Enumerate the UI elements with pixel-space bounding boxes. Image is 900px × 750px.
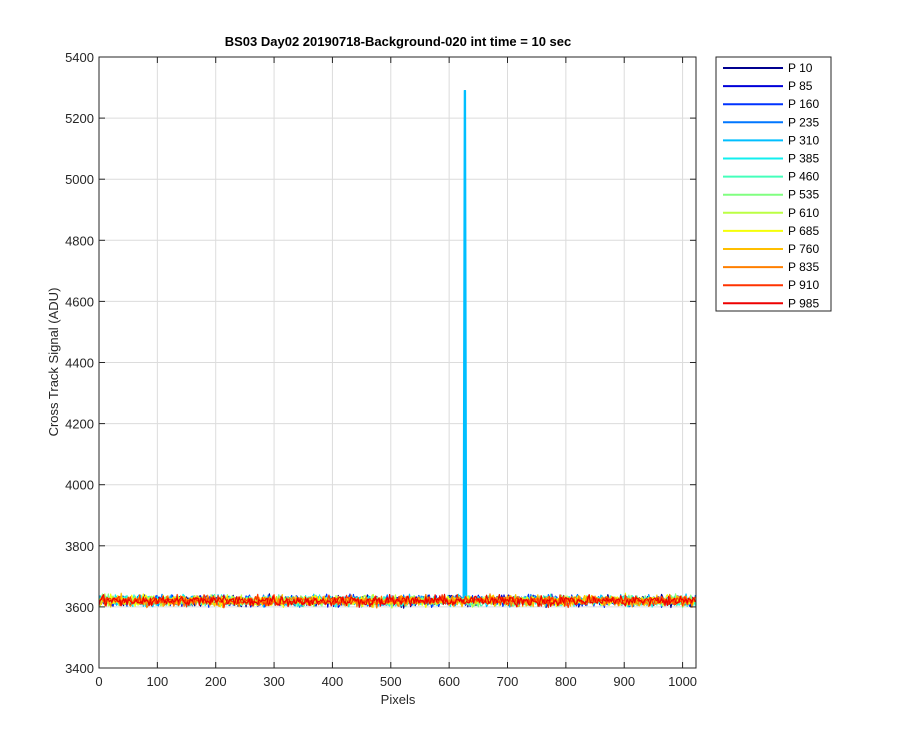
y-tick-label: 4800	[65, 233, 94, 248]
x-tick-label: 500	[380, 674, 402, 689]
legend-label: P 10	[788, 61, 813, 75]
legend-label: P 910	[788, 278, 819, 292]
legend-box	[715, 56, 832, 312]
legend: P 10 P 85 P 160 P 235 P 310 P 385 P 460 P 535 P …	[715, 56, 832, 312]
x-axis-label: Pixels	[381, 692, 416, 707]
ticks	[98, 56, 696, 669]
y-tick-label: 5400	[65, 50, 94, 65]
legend-label: P 85	[788, 79, 813, 93]
x-tick-label: 200	[205, 674, 227, 689]
legend-label: P 310	[788, 133, 819, 147]
x-tick-label: 300	[263, 674, 285, 689]
series-line	[98, 593, 696, 608]
series-layer	[98, 90, 697, 609]
y-tick-label: 5000	[65, 172, 94, 187]
x-tick-label: 400	[322, 674, 344, 689]
legend-label: P 160	[788, 97, 819, 111]
y-tick-label: 4600	[65, 294, 94, 309]
y-tick-label: 3800	[65, 539, 94, 554]
legend-label: P 460	[788, 170, 819, 184]
legend-label: P 610	[788, 206, 819, 220]
x-tick-label: 1000	[668, 674, 697, 689]
legend-label: P 385	[788, 152, 819, 166]
y-tick-label: 4400	[65, 356, 94, 371]
x-tick-label: 700	[497, 674, 519, 689]
legend-label: P 985	[788, 296, 819, 310]
chart-title: BS03 Day02 20190718-Background-020 int t…	[225, 34, 572, 49]
grid	[99, 57, 696, 668]
legend-label: P 835	[788, 260, 819, 274]
y-tick-label: 4200	[65, 417, 94, 432]
legend-label: P 760	[788, 242, 819, 256]
legend-label: P 535	[788, 188, 819, 202]
legend-label: P 685	[788, 224, 819, 238]
x-tick-label: 900	[613, 674, 635, 689]
y-tick-label: 3400	[65, 661, 94, 676]
x-tick-label: 0	[95, 674, 102, 689]
x-tick-label: 600	[438, 674, 460, 689]
y-tick-label: 4000	[65, 478, 94, 493]
y-axis-label: Cross Track Signal (ADU)	[46, 288, 61, 437]
y-tick-label: 3600	[65, 600, 94, 615]
tick-labels: 0 100 200 300 400 500 600 700 800 900 1000 3400 3600…	[65, 50, 697, 689]
x-tick-label: 800	[555, 674, 577, 689]
legend-label: P 235	[788, 115, 819, 129]
x-tick-label: 100	[147, 674, 169, 689]
y-tick-label: 5200	[65, 111, 94, 126]
